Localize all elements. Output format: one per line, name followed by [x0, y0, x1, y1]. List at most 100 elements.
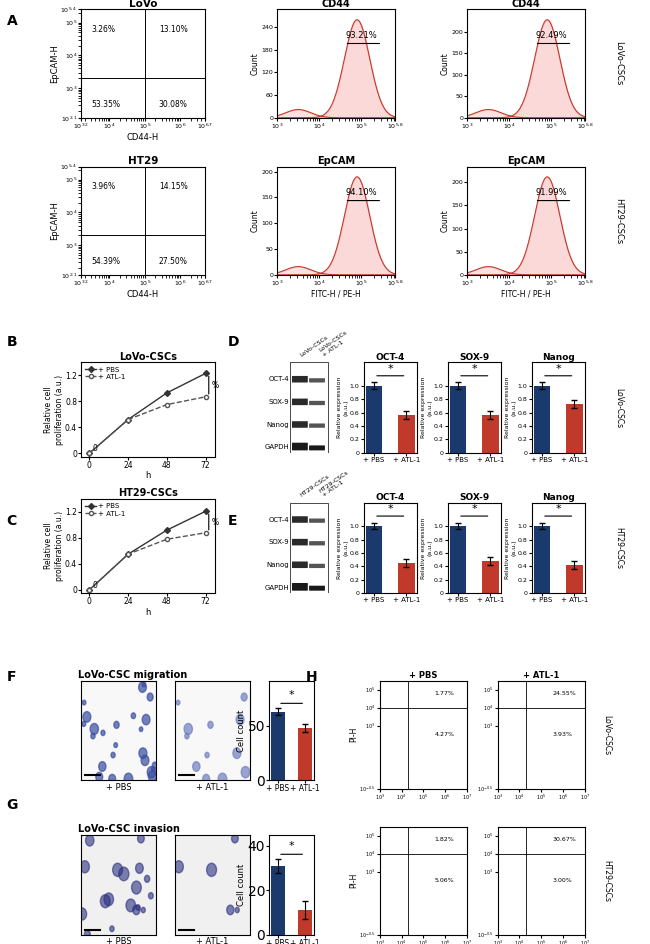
Point — [474, 740, 485, 755]
Point — [466, 748, 476, 763]
Point — [474, 885, 484, 901]
Point — [344, 894, 354, 909]
Point — [466, 742, 476, 757]
Point — [18, 278, 29, 293]
Point — [469, 898, 479, 913]
Point — [29, 131, 39, 146]
Point — [23, 295, 33, 310]
Point — [44, 135, 55, 150]
Point — [25, 132, 36, 147]
Point — [463, 750, 474, 765]
Point — [347, 895, 358, 910]
Point — [464, 890, 474, 905]
Point — [47, 125, 57, 140]
Point — [39, 142, 49, 157]
Point — [464, 898, 474, 913]
Point — [26, 303, 36, 318]
Point — [352, 749, 363, 764]
Point — [35, 273, 46, 288]
Point — [16, 143, 26, 158]
Point — [459, 751, 469, 767]
Point — [462, 890, 473, 905]
Point — [339, 750, 350, 765]
Point — [348, 740, 358, 755]
Point — [21, 143, 32, 159]
Point — [351, 740, 361, 755]
Point — [44, 278, 54, 293]
Point — [344, 896, 355, 911]
Point — [344, 750, 355, 766]
Point — [344, 748, 355, 763]
Point — [36, 145, 47, 160]
Point — [47, 120, 58, 135]
Point — [338, 890, 348, 905]
Point — [467, 891, 477, 906]
Point — [467, 890, 477, 905]
Point — [347, 745, 358, 760]
Point — [43, 143, 53, 158]
Point — [28, 309, 38, 324]
Point — [352, 748, 363, 763]
Point — [344, 750, 354, 765]
Point — [335, 895, 345, 910]
Point — [40, 292, 51, 307]
Point — [346, 893, 357, 908]
Point — [24, 274, 34, 289]
Point — [38, 139, 49, 154]
Point — [46, 296, 57, 312]
Point — [465, 892, 475, 907]
Point — [345, 746, 356, 761]
Point — [473, 750, 484, 766]
Point — [462, 891, 473, 906]
Point — [462, 749, 473, 764]
Point — [31, 142, 42, 157]
Point — [38, 307, 49, 322]
Point — [460, 750, 471, 765]
Point — [465, 750, 476, 766]
Point — [22, 132, 32, 147]
Point — [468, 897, 478, 912]
Text: 92.49%: 92.49% — [536, 31, 567, 40]
Point — [20, 136, 30, 151]
Bar — [482, 561, 499, 593]
Point — [40, 123, 51, 138]
Point — [46, 295, 57, 311]
Point — [19, 290, 29, 305]
Point — [40, 134, 51, 149]
+ PBS — [124, 548, 132, 560]
Point — [462, 752, 472, 767]
Point — [361, 898, 371, 913]
Point — [473, 745, 483, 760]
Point — [462, 753, 473, 768]
Point — [348, 748, 359, 763]
Point — [459, 892, 469, 907]
Point — [21, 286, 31, 301]
Point — [30, 131, 40, 146]
Point — [468, 886, 478, 902]
Point — [345, 896, 356, 911]
Title: HT29-CSCs: HT29-CSCs — [118, 488, 178, 498]
Point — [346, 888, 356, 903]
Point — [468, 896, 478, 911]
Point — [14, 133, 25, 148]
Point — [44, 301, 55, 316]
Point — [465, 747, 476, 762]
Point — [460, 752, 470, 767]
Point — [348, 899, 358, 914]
Point — [20, 144, 31, 160]
Point — [478, 882, 489, 897]
Point — [16, 294, 27, 309]
Point — [343, 887, 353, 902]
Point — [346, 894, 356, 909]
Point — [17, 295, 27, 310]
Point — [23, 150, 33, 165]
Point — [348, 745, 358, 760]
Point — [29, 149, 39, 164]
Point — [343, 753, 354, 768]
Point — [341, 743, 352, 758]
Point — [26, 147, 36, 162]
Point — [44, 118, 55, 133]
Point — [341, 895, 352, 910]
Point — [20, 138, 30, 153]
Point — [18, 289, 29, 304]
